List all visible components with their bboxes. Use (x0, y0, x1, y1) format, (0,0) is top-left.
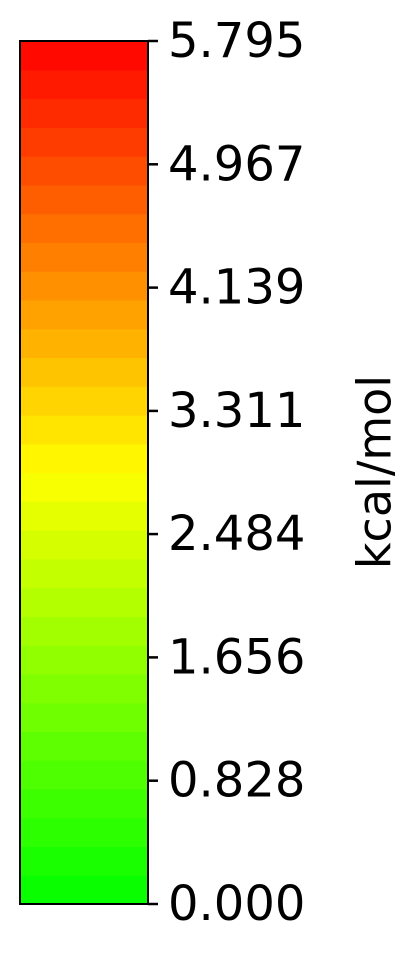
colorbar-step (20, 616, 148, 646)
colorbar-tick-label: 0.828 (168, 753, 305, 809)
colorbar-tick-label: 2.484 (168, 506, 305, 562)
colorbar-step (20, 846, 148, 876)
colorbar-step (20, 443, 148, 474)
colorbar-step (20, 299, 148, 330)
colorbar-step (20, 414, 148, 445)
colorbar-step (20, 817, 148, 848)
colorbar-step (20, 242, 148, 272)
colorbar-step (20, 213, 148, 243)
colorbar-step (20, 98, 148, 128)
colorbar-tick-label: 1.656 (168, 629, 305, 685)
colorbar-step (20, 127, 148, 157)
colorbar-step (20, 558, 148, 589)
colorbar-step (20, 501, 148, 531)
colorbar-tick-label: 4.967 (168, 136, 305, 192)
colorbar-step (20, 184, 148, 215)
colorbar-step (20, 530, 148, 560)
colorbar-step (20, 328, 148, 359)
colorbar-step (20, 788, 148, 819)
colorbar-axis-label: kcal/mol (348, 375, 402, 569)
colorbar-tick-label: 3.311 (168, 383, 305, 439)
colorbar-tick-label: 5.795 (168, 13, 305, 69)
colorbar-step (20, 645, 148, 675)
colorbar-border (19, 40, 149, 905)
colorbar-step (20, 587, 148, 617)
colorbar-step (20, 69, 148, 100)
colorbar-step (20, 673, 148, 704)
colorbar-ticks: 0.000 0.828 1.656 2.484 3.311 4.139 4.967 5.795 (148, 13, 305, 932)
colorbar-step (20, 271, 148, 301)
colorbar-step (20, 702, 148, 732)
colorbar-tick-label: 4.139 (168, 260, 305, 316)
colorbar-step (20, 875, 148, 905)
colorbar-tick-label: 0.000 (168, 876, 305, 932)
colorbar-step (20, 156, 148, 186)
colorbar-gradient (20, 41, 148, 905)
colorbar-step (20, 760, 148, 790)
colorbar-step (20, 472, 148, 502)
colorbar-step (20, 357, 148, 387)
colorbar-step (20, 386, 148, 416)
colorbar-step (20, 41, 148, 71)
colorbar-step (20, 731, 148, 761)
